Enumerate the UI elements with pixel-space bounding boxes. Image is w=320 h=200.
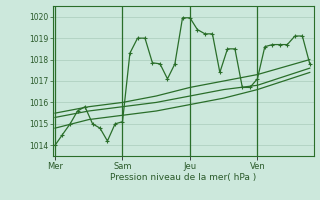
X-axis label: Pression niveau de la mer( hPa ): Pression niveau de la mer( hPa ) — [110, 173, 256, 182]
